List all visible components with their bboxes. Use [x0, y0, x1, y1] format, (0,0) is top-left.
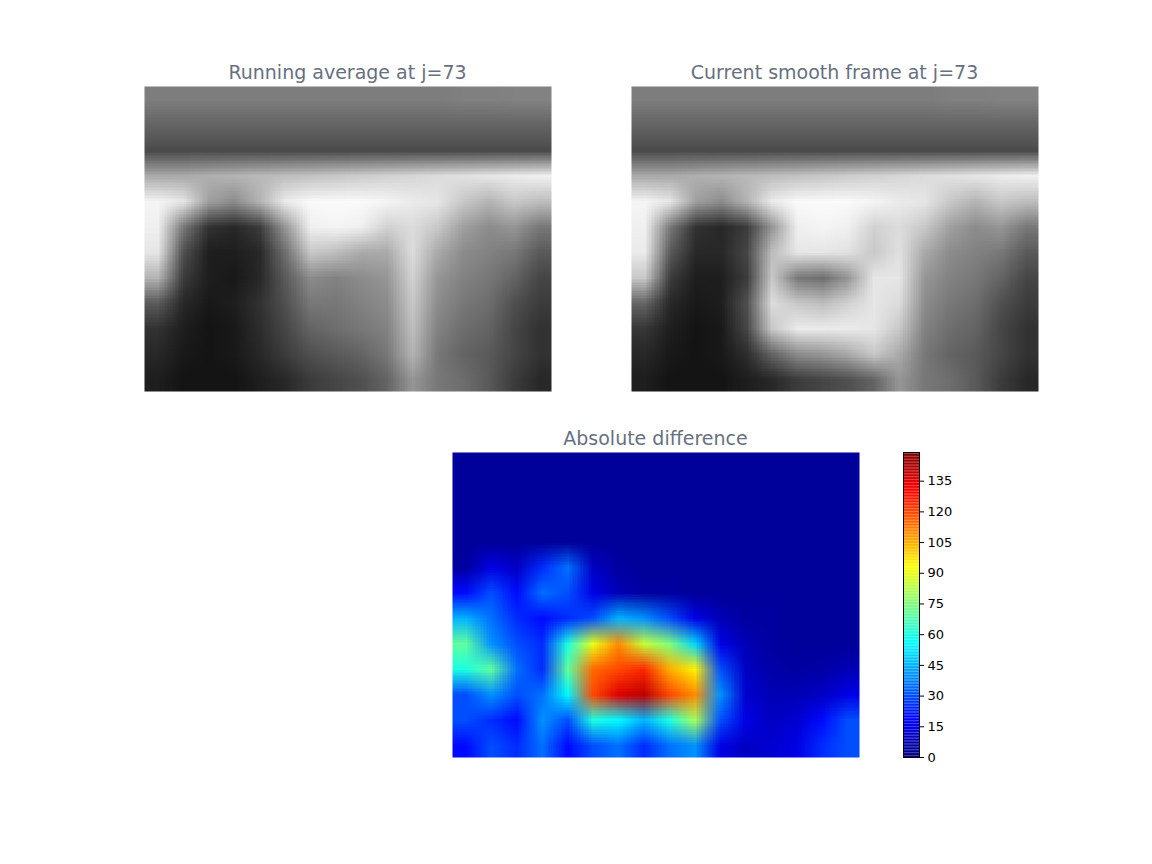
svg-text:45: 45	[928, 658, 945, 673]
svg-text:15: 15	[928, 719, 945, 734]
svg-text:120: 120	[928, 504, 953, 519]
svg-text:60: 60	[928, 627, 945, 642]
svg-text:0: 0	[928, 750, 936, 765]
html-text:Absolute difference: Absolute difference	[563, 427, 748, 449]
html-text:Current smooth frame at j=73: Current smooth frame at j=73	[690, 61, 979, 83]
svg-text:30: 30	[928, 688, 945, 703]
svg-text:105: 105	[928, 535, 953, 550]
svg-text:90: 90	[928, 565, 945, 580]
html-text:Running average at j=73: Running average at j=73	[228, 61, 467, 83]
svg-text:75: 75	[928, 596, 945, 611]
svg-text:135: 135	[928, 473, 953, 488]
